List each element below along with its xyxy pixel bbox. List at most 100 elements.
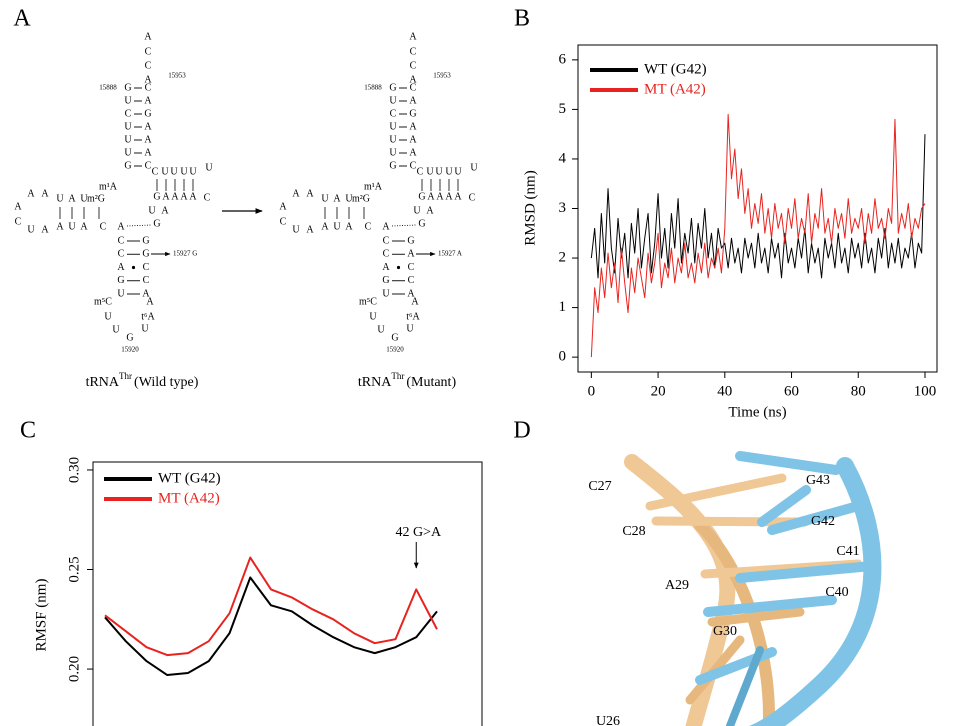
residue-label: G30 xyxy=(713,624,737,639)
nucleotide: C xyxy=(417,166,424,177)
nucleotide: G xyxy=(153,218,160,229)
nucleotide: A xyxy=(144,121,152,132)
nucleotide: A xyxy=(80,221,88,232)
position-label: 15927 A xyxy=(438,250,462,258)
tertiary-interaction xyxy=(391,224,417,227)
backbone-tan xyxy=(624,454,736,726)
x-tick-label: 60 xyxy=(784,383,799,399)
nucleotide: C xyxy=(100,221,107,232)
y-tick-label: 0.30 xyxy=(66,457,82,483)
x-tick-label: 100 xyxy=(914,383,937,399)
nucleotide: C xyxy=(15,216,22,227)
title-base: tRNA xyxy=(358,375,392,390)
nucleotide: C xyxy=(383,249,390,260)
nucleotide: U xyxy=(124,134,132,145)
x-tick-label: 40 xyxy=(717,383,732,399)
nucleotide: m¹A xyxy=(364,181,383,192)
nucleotide: U xyxy=(170,166,178,177)
nucleotide: A xyxy=(382,262,390,273)
nucleotide: C xyxy=(469,192,476,203)
position-label: 15920 xyxy=(386,346,404,354)
title-superscript: Thr xyxy=(119,371,132,381)
nucleotide: C xyxy=(383,235,390,246)
nucleotide: U xyxy=(382,288,390,299)
nucleotide: G xyxy=(409,108,416,119)
nucleotide: m²G xyxy=(87,193,105,204)
nucleotide: G xyxy=(382,275,389,286)
nucleotide: A xyxy=(279,201,287,212)
nucleotide: G xyxy=(126,332,133,343)
nucleotide: A xyxy=(171,191,179,202)
legend-label: WT (G42) xyxy=(644,61,707,77)
residue-label: G43 xyxy=(806,473,830,488)
position-label: 15888 xyxy=(99,84,117,92)
nucleotide: A xyxy=(27,188,35,199)
x-tick-label: 20 xyxy=(651,383,666,399)
annotation: 42 G>A xyxy=(395,525,442,540)
nucleotide: U xyxy=(148,205,156,216)
nucleotide: U xyxy=(180,166,188,177)
nucleotide: m⁵C xyxy=(94,296,112,307)
nucleotide: U xyxy=(389,121,397,132)
series-line xyxy=(590,113,926,358)
base-blue xyxy=(735,561,877,583)
nucleotide: U xyxy=(124,121,132,132)
nucleotide: G xyxy=(117,275,124,286)
residue-label: G42 xyxy=(811,514,835,529)
nucleotide: C xyxy=(118,249,125,260)
nucleotide: U xyxy=(321,193,329,204)
nucleotide: G xyxy=(142,235,149,246)
y-axis-label: RMSD (nm) xyxy=(522,170,538,245)
residue-label: U26 xyxy=(596,714,620,726)
nucleotide: U xyxy=(124,95,132,106)
nucleotide: A xyxy=(345,221,353,232)
nucleotide: A xyxy=(161,205,169,216)
nucleotide: A xyxy=(409,121,417,132)
nucleotide: U xyxy=(426,166,434,177)
nucleotide: C xyxy=(118,235,125,246)
position-label: 15888 xyxy=(364,84,382,92)
nucleotide: A xyxy=(41,224,49,235)
nucleotide: G xyxy=(144,108,151,119)
ribbon-model xyxy=(624,451,882,726)
y-tick-label: 0 xyxy=(559,349,567,365)
nucleotide: U xyxy=(68,221,76,232)
nucleotide: A xyxy=(333,193,341,204)
nucleotide: A xyxy=(409,74,417,85)
nucleotide: U xyxy=(80,193,88,204)
base-blue xyxy=(726,646,764,726)
nucleotide: A xyxy=(41,188,49,199)
base-tan xyxy=(651,516,810,527)
nucleotide: G xyxy=(389,82,396,93)
base-blue xyxy=(767,501,863,535)
nucleotide: A xyxy=(142,288,150,299)
nucleotide: A xyxy=(56,221,64,232)
nucleotide: A xyxy=(146,296,154,307)
nucleotide: U xyxy=(112,324,120,335)
x-tick-label: 0 xyxy=(588,383,596,399)
nucleotide: A xyxy=(409,147,417,158)
nucleotide: U xyxy=(161,166,169,177)
legend-label: WT (G42) xyxy=(158,470,221,486)
nucleotide: C xyxy=(145,46,152,57)
nucleotide: G xyxy=(142,249,149,260)
nucleotide: G xyxy=(391,332,398,343)
title-superscript: Thr xyxy=(391,371,404,381)
nucleotide: U xyxy=(389,95,397,106)
nucleotide: A xyxy=(454,191,462,202)
legend-label: MT (A42) xyxy=(644,81,706,97)
nucleotide: U xyxy=(292,224,300,235)
plot-frame xyxy=(577,44,938,373)
y-tick-label: 4 xyxy=(559,150,567,166)
nucleotide: A xyxy=(144,31,152,42)
y-tick-label: 0.20 xyxy=(66,656,82,682)
nucleotide: A xyxy=(68,193,76,204)
nucleotide: G xyxy=(389,160,396,171)
nucleotide: A xyxy=(409,31,417,42)
residue-label: C28 xyxy=(622,524,645,539)
nucleotide: m²G xyxy=(352,193,370,204)
backbone-blue xyxy=(748,457,882,726)
nucleotide: U xyxy=(389,134,397,145)
nucleotide: A xyxy=(426,205,434,216)
title-rest: (Wild type) xyxy=(134,375,199,390)
